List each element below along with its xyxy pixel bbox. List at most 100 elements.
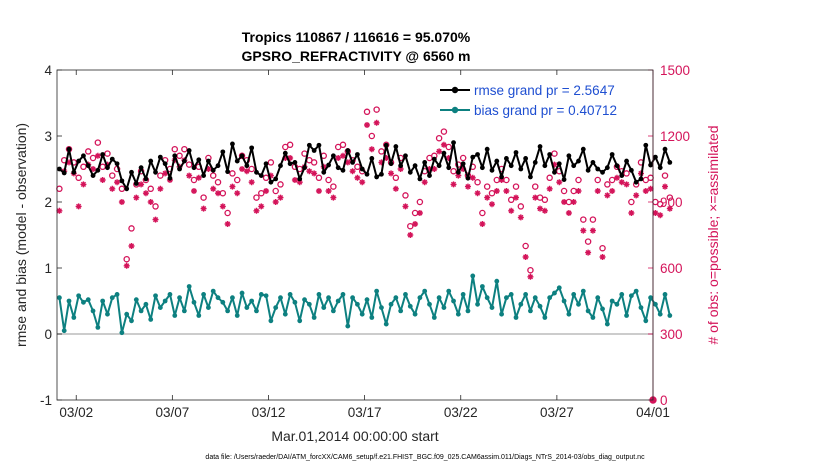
rmse-point [230,141,235,147]
possible-obs-marker [277,181,284,188]
bias-point [167,292,173,297]
rmse-point [76,158,82,164]
bias-point [181,308,187,314]
rmse-point [220,149,226,155]
y-tick-label-right: 900 [660,195,683,210]
possible-obs-marker [546,174,553,182]
possible-obs-marker [608,176,616,184]
y-axis-label-right: # of obs: o=possible; ×=assimilated [705,125,721,344]
bias-point [100,298,106,304]
rmse-point [282,150,288,156]
bias-point [95,325,101,330]
assimilated-obs-marker [589,227,596,234]
rmse-point [470,154,476,160]
assimilated-obs-marker [219,203,226,210]
rmse-point [407,169,413,175]
possible-obs-marker [339,141,347,149]
possible-obs-marker [258,189,265,197]
y-tick-label-left: -1 [40,393,52,408]
bias-point [105,311,110,317]
rmse-point [667,160,673,165]
possible-obs-marker [171,145,179,153]
axes: 03/02 03/07 03/12 03/17 03/22 03/27 04/01-1012… [40,63,690,420]
possible-obs-marker [628,198,635,206]
assimilated-obs-marker [498,177,505,183]
bias-point [374,288,380,294]
assimilated-obs-marker [570,199,577,205]
bias-point [398,308,404,314]
rmse-point [465,175,471,181]
bias-point [57,295,62,301]
bias-point [340,292,346,297]
x-tick-label: 03/07 [155,405,189,420]
assimilated-obs-marker [311,170,318,177]
bias-point [508,292,514,297]
rmse-point [297,176,303,182]
assimilated-obs-marker [157,185,164,192]
rmse-point [196,157,202,163]
possible-obs-marker [440,128,448,135]
bias-point [657,311,663,317]
rmse-point [148,158,154,164]
rmse-point [446,165,452,171]
bias-point [470,273,476,279]
bias-point [350,295,355,301]
rmse-point [528,174,533,180]
assimilated-obs-marker [195,174,202,181]
possible-obs-marker [560,187,568,195]
assimilated-obs-marker [383,155,390,161]
rmse-point [316,142,322,148]
rmse-point [335,165,341,171]
bias-point [355,301,360,307]
assimilated-obs-marker [450,181,457,188]
assimilated-obs-marker [368,146,375,153]
assimilated-obs-marker [109,185,116,192]
assimilated-obs-marker [647,185,654,192]
assimilated-obs-marker [517,214,524,221]
rmse-point [109,156,115,162]
assimilated-obs-marker [628,210,635,216]
chart-title: Tropics 110867 / 116616 = 95.070% [242,29,471,45]
assimilated-obs-marker [354,174,361,181]
bias-point [484,295,490,301]
rmse-point [657,165,663,171]
assimilated-obs-marker [541,207,548,214]
assimilated-obs-marker [306,168,313,175]
rmse-point [306,142,312,148]
assimilated-obs-marker [666,205,673,212]
bias-point [359,311,365,317]
rmse-point [133,181,139,186]
possible-obs-marker [459,154,467,162]
bias-point [81,299,86,305]
assimilated-obs-marker [243,168,250,175]
rmse-point [422,160,428,165]
bias-point [268,318,274,324]
legend-box [436,78,650,122]
bias-point [162,298,168,304]
bias-point [210,288,216,294]
rmse-point [523,156,529,161]
assimilated-obs-marker [479,221,486,227]
possible-obs-marker [272,187,279,195]
possible-obs-marker [267,159,275,166]
bias-point [66,298,72,304]
assimilated-obs-marker [239,166,246,172]
rmse-point [504,156,509,161]
rmse-point [417,176,423,182]
assimilated-obs-marker [253,207,260,214]
possible-obs-marker [286,141,294,149]
y-tick-label-left: 4 [44,63,52,78]
rmse-point [600,169,605,175]
possible-obs-marker [522,242,529,250]
possible-obs-marker [589,216,597,223]
possible-obs-marker [479,209,486,217]
rmse-point [114,161,120,167]
assimilated-obs-marker [464,183,471,190]
bias-point [451,298,456,304]
y-axis-label-left: rmse and bias (model - observation) [13,123,29,347]
assimilated-obs-marker [114,179,121,186]
rmse-point [633,179,639,185]
rmse-point [595,166,601,172]
bias-point [633,288,639,294]
possible-obs-marker [109,172,116,179]
